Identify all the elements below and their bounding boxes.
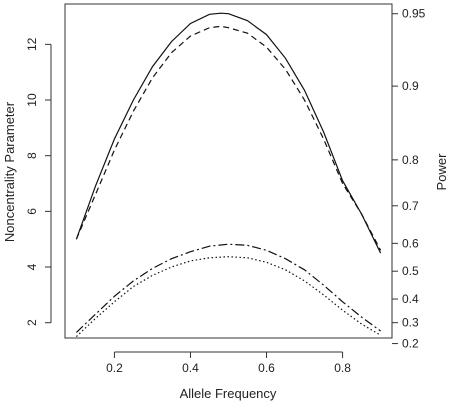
- y-axis-left: 2 4 6 8 10 12: [25, 37, 52, 326]
- y-axis-title: Noncentrality Parameter: [2, 101, 17, 242]
- x-tick-label: 0.8: [334, 361, 351, 375]
- series-line-dashed: [75, 25, 382, 251]
- x-tick-label: 0.4: [182, 361, 199, 375]
- y-tick-label: 8: [25, 152, 39, 159]
- y2-tick-label: 0.4: [402, 292, 419, 306]
- y-tick-label: 6: [25, 208, 39, 215]
- y2-tick-label: 0.6: [402, 236, 419, 250]
- series-line-dotted: [75, 256, 381, 338]
- y2-axis-title: Power: [434, 153, 449, 191]
- y-axis-right: 0.95 0.9 0.8 0.7 0.6 0.5 0.4 0.3 0.2: [392, 7, 426, 351]
- plot-frame: [64, 3, 393, 339]
- x-axis: 0.2 0.4 0.6 0.8: [106, 351, 351, 375]
- y2-tick-label: 0.95: [402, 7, 426, 21]
- y2-tick-label: 0.7: [402, 199, 419, 213]
- x-tick-label: 0.6: [258, 361, 275, 375]
- series-layer: [75, 12, 382, 338]
- y-tick-label: 10: [25, 93, 39, 107]
- y-tick-label: 12: [25, 37, 39, 51]
- series-line-dotdash: [75, 243, 381, 333]
- y2-tick-label: 0.2: [402, 337, 419, 351]
- x-axis-title: Allele Frequency: [180, 386, 277, 401]
- y2-tick-label: 0.8: [402, 153, 419, 167]
- y-tick-label: 2: [25, 319, 39, 326]
- series-line-solid: [75, 12, 382, 254]
- y2-tick-label: 0.5: [402, 264, 419, 278]
- y2-tick-label: 0.3: [402, 316, 419, 330]
- y2-tick-label: 0.9: [402, 79, 419, 93]
- y-tick-label: 4: [25, 263, 39, 270]
- x-tick-label: 0.2: [106, 361, 123, 375]
